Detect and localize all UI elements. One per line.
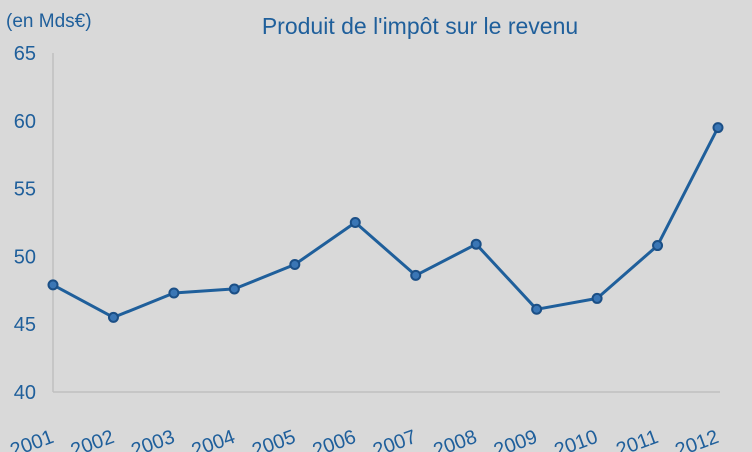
y-tick-label: 55 [14, 179, 36, 201]
x-tick-label: 2004 [189, 426, 238, 452]
x-tick-label: 2002 [68, 426, 117, 452]
x-tick-label: 2001 [7, 426, 56, 452]
x-tick-label: 2008 [431, 426, 480, 452]
x-tick-label: 2012 [672, 426, 721, 452]
x-tick-label: 2009 [491, 426, 540, 452]
y-tick-label: 45 [14, 314, 36, 336]
data-point-2002 [107, 311, 119, 323]
y-tick-label: 40 [14, 382, 36, 404]
data-point-2009 [531, 303, 543, 315]
data-point-2008 [470, 238, 482, 250]
y-tick-labels: 40 45 50 55 60 65 [14, 43, 36, 404]
data-point-2001 [47, 279, 59, 291]
y-axis-unit-label: (en Mds€) [6, 11, 92, 32]
data-point-2007 [410, 269, 422, 281]
data-point-2004 [228, 283, 240, 295]
series-line [52, 126, 720, 319]
x-tick-label: 2006 [310, 426, 359, 452]
data-point-2011 [652, 240, 664, 252]
x-tick-label: 2003 [128, 426, 177, 452]
data-point-2012 [712, 122, 724, 134]
x-tick-label: 2007 [370, 426, 419, 452]
x-tick-label: 2010 [551, 426, 600, 452]
data-point-2005 [289, 259, 301, 271]
y-tick-label: 65 [14, 43, 36, 65]
chart-title: Produit de l'impôt sur le revenu [262, 13, 578, 39]
y-tick-label: 50 [14, 246, 36, 268]
x-tick-labels: 2001 2002 2003 2004 2005 2006 2007 2008 2009 2010… [7, 426, 721, 452]
data-points [47, 122, 724, 323]
data-point-2006 [349, 217, 361, 228]
x-tick-label: 2011 [613, 426, 661, 452]
data-point-2003 [168, 287, 180, 299]
x-tick-label: 2005 [249, 426, 298, 452]
data-point-2010 [591, 292, 603, 304]
y-tick-label: 60 [14, 111, 36, 133]
